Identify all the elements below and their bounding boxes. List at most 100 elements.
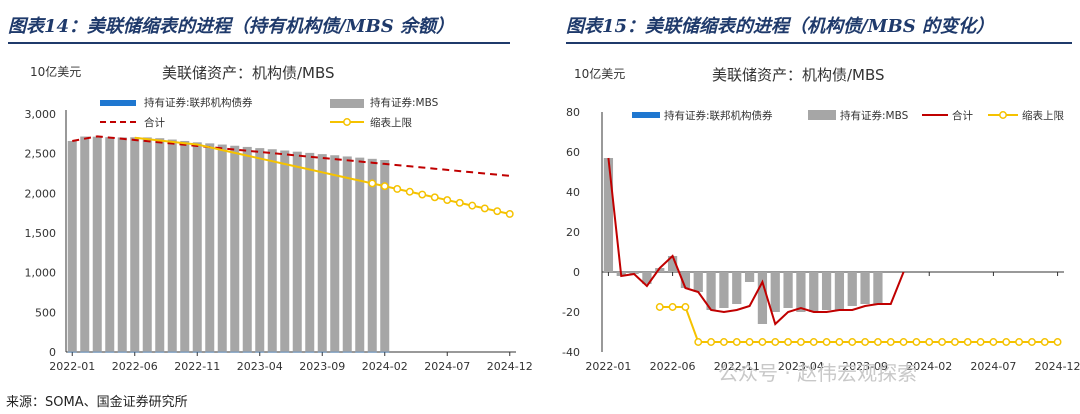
- mbs-bar: [367, 158, 377, 352]
- legend-label-cap: 缩表上限: [1022, 109, 1064, 122]
- legend-label-total: 合计: [952, 109, 973, 122]
- cap-marker: [380, 182, 389, 191]
- mbs-bar: [821, 272, 832, 310]
- mbs-bar: [155, 138, 165, 352]
- agency-bar: [317, 351, 327, 353]
- cap-marker: [861, 338, 870, 346]
- cap-marker: [418, 190, 427, 199]
- agency-bar: [167, 351, 177, 353]
- cap-marker: [822, 338, 831, 346]
- y-unit-label: 10亿美元: [574, 66, 625, 81]
- agency-bar: [192, 351, 202, 353]
- cap-marker: [912, 338, 921, 346]
- legend-label-agency: 持有证券:联邦机构债券: [664, 109, 773, 122]
- cap-marker: [835, 338, 844, 346]
- x-tick-label: 2024-02: [362, 360, 408, 373]
- cap-marker: [668, 303, 677, 311]
- cap-marker: [443, 196, 452, 205]
- agency-bar: [292, 351, 302, 353]
- cap-marker: [732, 338, 741, 346]
- agency-bar: [80, 351, 90, 353]
- mbs-bar: [67, 140, 77, 352]
- mbs-bar: [603, 158, 614, 272]
- mbs-bar: [655, 268, 665, 272]
- agency-bar: [217, 351, 227, 353]
- mbs-bar: [873, 272, 883, 304]
- mbs-bar: [796, 272, 806, 312]
- left-chart-title: 图表14：美联储缩表的进程（持有机构债/MBS 余额）: [8, 16, 455, 37]
- cap-marker: [655, 303, 664, 311]
- agency-bar: [92, 351, 102, 353]
- cap-marker: [1002, 338, 1011, 346]
- cap-marker: [719, 338, 728, 346]
- cap-marker: [1027, 338, 1036, 346]
- mbs-bar: [130, 137, 140, 352]
- chart-subtitle: 美联储资产：机构债/MBS: [162, 64, 335, 82]
- left-chart: 10亿美元 美联储资产：机构债/MBS 0 500 1,000 1,500 2,000 2,5…: [25, 64, 533, 373]
- cap-marker: [873, 338, 882, 346]
- agency-bar: [367, 351, 377, 353]
- cap-marker: [925, 338, 934, 346]
- x-tick-label: 2022-06: [650, 360, 696, 373]
- x-tick-label: 2023-04: [237, 360, 283, 373]
- legend-label-cap: 缩表上限: [370, 116, 412, 129]
- agency-bar: [130, 351, 140, 353]
- mbs-bar: [783, 272, 793, 308]
- mbs-bar: [380, 160, 390, 352]
- agency-bar: [242, 351, 252, 353]
- y-unit-label: 10亿美元: [30, 64, 81, 79]
- cap-marker: [950, 338, 959, 346]
- x-tick-label: 2023-09: [299, 360, 345, 373]
- agency-bar: [67, 351, 77, 353]
- agency-bar: [380, 351, 390, 353]
- right-chart: 10亿美元 美联储资产：机构债/MBS -40 -20 0 20 40 60 80 2022-01…: [562, 66, 1080, 385]
- mbs-bar: [105, 137, 115, 352]
- mbs-bar: [192, 142, 202, 352]
- agency-bar: [305, 351, 315, 353]
- agency-bar: [105, 351, 115, 353]
- agency-bar: [255, 351, 265, 353]
- cap-marker: [938, 338, 947, 346]
- mbs-bar: [267, 149, 277, 352]
- cap-marker: [758, 338, 767, 346]
- y-tick-label: 500: [35, 306, 56, 319]
- cap-marker: [899, 338, 908, 346]
- cap-marker: [1040, 338, 1049, 346]
- agency-bar: [330, 351, 340, 353]
- mbs-bar: [142, 137, 152, 352]
- x-tick-label: 2022-11: [714, 360, 760, 373]
- watermark-text: 公众号 · 赵伟宏观探索: [718, 361, 917, 385]
- mbs-bar: [680, 272, 691, 288]
- x-tick-label: 2022-06: [112, 360, 158, 373]
- cap-marker: [455, 198, 464, 207]
- legend-swatch-mbs: [808, 110, 836, 120]
- mbs-bar: [255, 148, 265, 352]
- cap-marker: [468, 201, 477, 210]
- cap-marker: [848, 338, 857, 346]
- x-tick-label: 2024-12: [487, 360, 533, 373]
- y-tick-label: 2,000: [25, 187, 57, 200]
- mbs-bar: [317, 154, 327, 352]
- mbs-bar: [834, 272, 845, 310]
- y-tick-label: 1,000: [25, 267, 57, 280]
- legend-swatch-mbs: [330, 99, 364, 108]
- x-tick-label: 2022-01: [49, 360, 95, 373]
- legend-swatch-agency: [100, 100, 136, 106]
- agency-bar: [230, 351, 240, 353]
- cap-marker: [505, 210, 514, 218]
- mbs-bar: [280, 150, 290, 352]
- y-tick-label: 3,000: [25, 108, 57, 121]
- cap-marker: [405, 187, 414, 196]
- mbs-bar: [847, 272, 857, 306]
- y-tick-label: 0: [49, 346, 56, 359]
- mbs-bar: [770, 272, 780, 312]
- x-tick-label: 2022-11: [174, 360, 220, 373]
- cap-marker: [784, 338, 793, 346]
- mbs-bar: [342, 156, 352, 352]
- y-tick-label: 0: [573, 266, 580, 279]
- right-title-rule: [566, 42, 1072, 44]
- legend-marker-cap: [343, 118, 351, 126]
- y-tick-label: 2,500: [25, 148, 57, 161]
- mbs-bar: [180, 140, 190, 352]
- left-title-rule: [8, 42, 510, 44]
